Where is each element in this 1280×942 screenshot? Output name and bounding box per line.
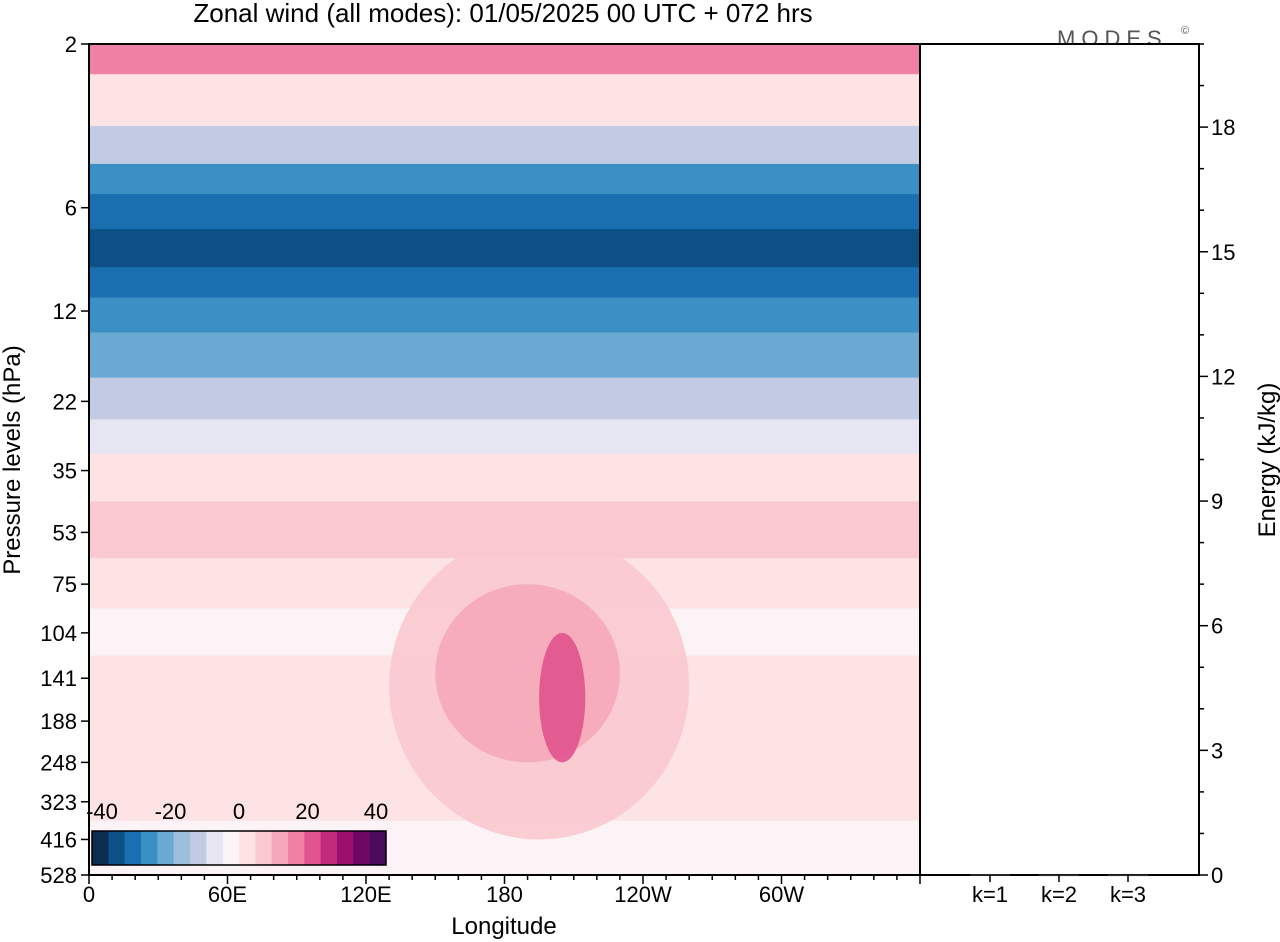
energy-tick-label: 0 <box>1211 863 1223 888</box>
x-tick-label: 120E <box>340 882 391 907</box>
colorbar-swatch <box>108 831 125 865</box>
colorbar-swatch <box>288 831 305 865</box>
energy-category-label: k=2 <box>1041 882 1077 907</box>
heatmap-band <box>89 229 920 268</box>
colorbar-swatch <box>92 831 109 865</box>
y-tick-label: 416 <box>40 827 77 852</box>
heatmap-band <box>89 453 920 502</box>
colorbar-swatch <box>304 831 321 865</box>
energy-tick-label: 12 <box>1211 364 1235 389</box>
colorbar-swatch <box>124 831 142 865</box>
heatmap-band <box>89 332 920 379</box>
energy-bar <box>970 874 1010 876</box>
heatmap-band <box>89 194 920 230</box>
y-tick-label: 2 <box>65 32 77 57</box>
energy-tick-label: 18 <box>1211 115 1235 140</box>
energy-category-label: k=1 <box>972 882 1008 907</box>
colorbar-label: 20 <box>295 799 319 824</box>
heatmap-band <box>89 125 920 165</box>
energy-panel-frame <box>919 43 1200 876</box>
colorbar: -40 -20 0 20 40 <box>86 799 388 866</box>
energy-axis-ticks: 0 3 6 9 12 15 18 <box>1199 43 1235 888</box>
y-tick-label: 75 <box>53 572 77 597</box>
y-axis-ticks: 2 6 12 22 35 53 75 104 141 188 248 323 416 528 <box>40 32 89 888</box>
colorbar-swatch <box>141 831 158 865</box>
x-tick-label: 120W <box>614 882 672 907</box>
x-axis-ticks: 0 60E 120E 180 120W 60W <box>83 875 921 907</box>
colorbar-swatch <box>320 831 338 865</box>
energy-tick-label: 3 <box>1211 738 1223 763</box>
y-tick-label: 35 <box>53 459 77 484</box>
energy-tick-label: 6 <box>1211 614 1223 639</box>
chart-title: Zonal wind (all modes): 01/05/2025 00 UT… <box>193 0 812 28</box>
heatmap-feature <box>435 584 620 763</box>
colorbar-swatch <box>271 831 289 865</box>
heatmap-band <box>89 163 920 195</box>
x-tick-label: 180 <box>486 882 523 907</box>
heatmap-band <box>89 377 920 420</box>
y-tick-label: 248 <box>40 750 77 775</box>
colorbar-swatch <box>190 831 207 865</box>
y-axis-label: Pressure levels (hPa) <box>0 345 26 574</box>
energy-axis-label: Energy (kJ/kg) <box>1254 383 1280 538</box>
colorbar-label: -40 <box>86 799 118 824</box>
x-tick-label: 60E <box>208 882 247 907</box>
y-tick-label: 104 <box>40 621 77 646</box>
colorbar-swatch <box>173 831 191 865</box>
logo-mark: © <box>1181 25 1189 37</box>
colorbar-label: 0 <box>233 799 245 824</box>
colorbar-swatch <box>353 831 370 865</box>
colorbar-swatch <box>239 831 256 865</box>
y-tick-label: 12 <box>53 299 77 324</box>
colorbar-swatch <box>255 831 272 865</box>
heatmap-band <box>89 267 920 298</box>
colorbar-label: -20 <box>155 799 187 824</box>
heatmap-band <box>89 44 920 75</box>
energy-bars: k=1 k=2 k=3 <box>970 874 1148 907</box>
y-tick-label: 323 <box>40 790 77 815</box>
energy-tick-label: 9 <box>1211 489 1223 514</box>
colorbar-swatch <box>206 831 223 865</box>
colorbar-swatch <box>222 831 240 865</box>
heatmap-band <box>89 74 920 127</box>
y-tick-label: 188 <box>40 709 77 734</box>
heatmap-band <box>89 297 920 333</box>
y-tick-label: 6 <box>65 196 77 221</box>
colorbar-label: 40 <box>364 799 388 824</box>
y-tick-label: 141 <box>40 666 77 691</box>
heatmap-band <box>89 419 920 455</box>
heatmap-feature <box>539 632 586 763</box>
wind-heatmap <box>89 44 920 876</box>
y-tick-label: 53 <box>53 520 77 545</box>
energy-category-label: k=3 <box>1110 882 1146 907</box>
x-tick-label: 60W <box>759 882 804 907</box>
x-axis-label: Longitude <box>451 913 556 940</box>
y-tick-label: 528 <box>40 863 77 888</box>
y-tick-label: 22 <box>53 389 77 414</box>
colorbar-swatch <box>157 831 174 865</box>
x-tick-label: 0 <box>83 882 95 907</box>
colorbar-frame <box>91 830 387 866</box>
energy-tick-label: 15 <box>1211 240 1235 265</box>
colorbar-swatch <box>369 831 387 865</box>
colorbar-swatch <box>337 831 354 865</box>
